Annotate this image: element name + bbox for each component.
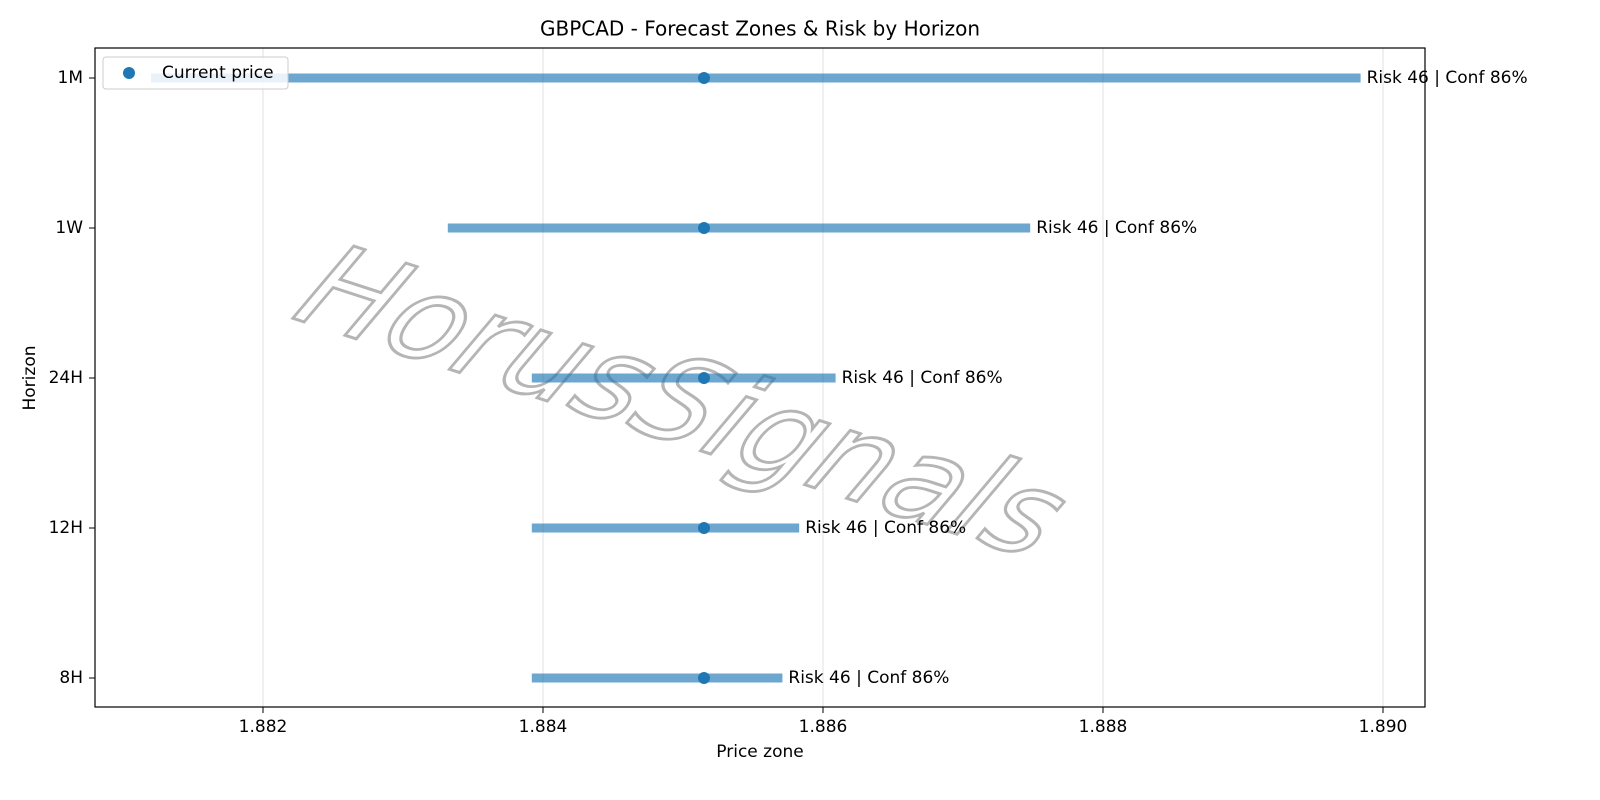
x-tick-label: 1.890 bbox=[1359, 717, 1408, 737]
bar-label: Risk 46 | Conf 86% bbox=[788, 668, 949, 688]
current-price-point bbox=[698, 522, 710, 534]
x-tick-label: 1.888 bbox=[1079, 717, 1128, 737]
y-tick-label: 1M bbox=[58, 68, 83, 88]
y-tick-label: 8H bbox=[59, 668, 83, 688]
current-price-point bbox=[698, 72, 710, 84]
bar-label: Risk 46 | Conf 86% bbox=[842, 368, 1003, 388]
bar-label: Risk 46 | Conf 86% bbox=[1367, 68, 1528, 88]
plot-frame bbox=[94, 47, 1426, 708]
y-tick-label: 12H bbox=[49, 518, 83, 538]
y-tick-label: 1W bbox=[55, 218, 83, 238]
y-axis-label: Horizon bbox=[20, 346, 40, 411]
bar-label: Risk 46 | Conf 86% bbox=[1036, 218, 1197, 238]
x-axis-label: Price zone bbox=[716, 742, 803, 762]
legend-marker bbox=[123, 67, 135, 79]
x-tick-label: 1.886 bbox=[799, 717, 848, 737]
x-tick-label: 1.882 bbox=[239, 717, 288, 737]
x-tick-label: 1.884 bbox=[519, 717, 568, 737]
current-price-point bbox=[698, 372, 710, 384]
legend: Current price bbox=[102, 56, 289, 90]
current-price-point bbox=[698, 222, 710, 234]
y-tick-label: 24H bbox=[49, 368, 83, 388]
bar-label: Risk 46 | Conf 86% bbox=[805, 518, 966, 538]
current-price-point bbox=[698, 672, 710, 684]
legend-label: Current price bbox=[162, 63, 274, 83]
legend-box bbox=[102, 56, 289, 90]
chart-title: GBPCAD - Forecast Zones & Risk by Horizo… bbox=[540, 17, 980, 41]
